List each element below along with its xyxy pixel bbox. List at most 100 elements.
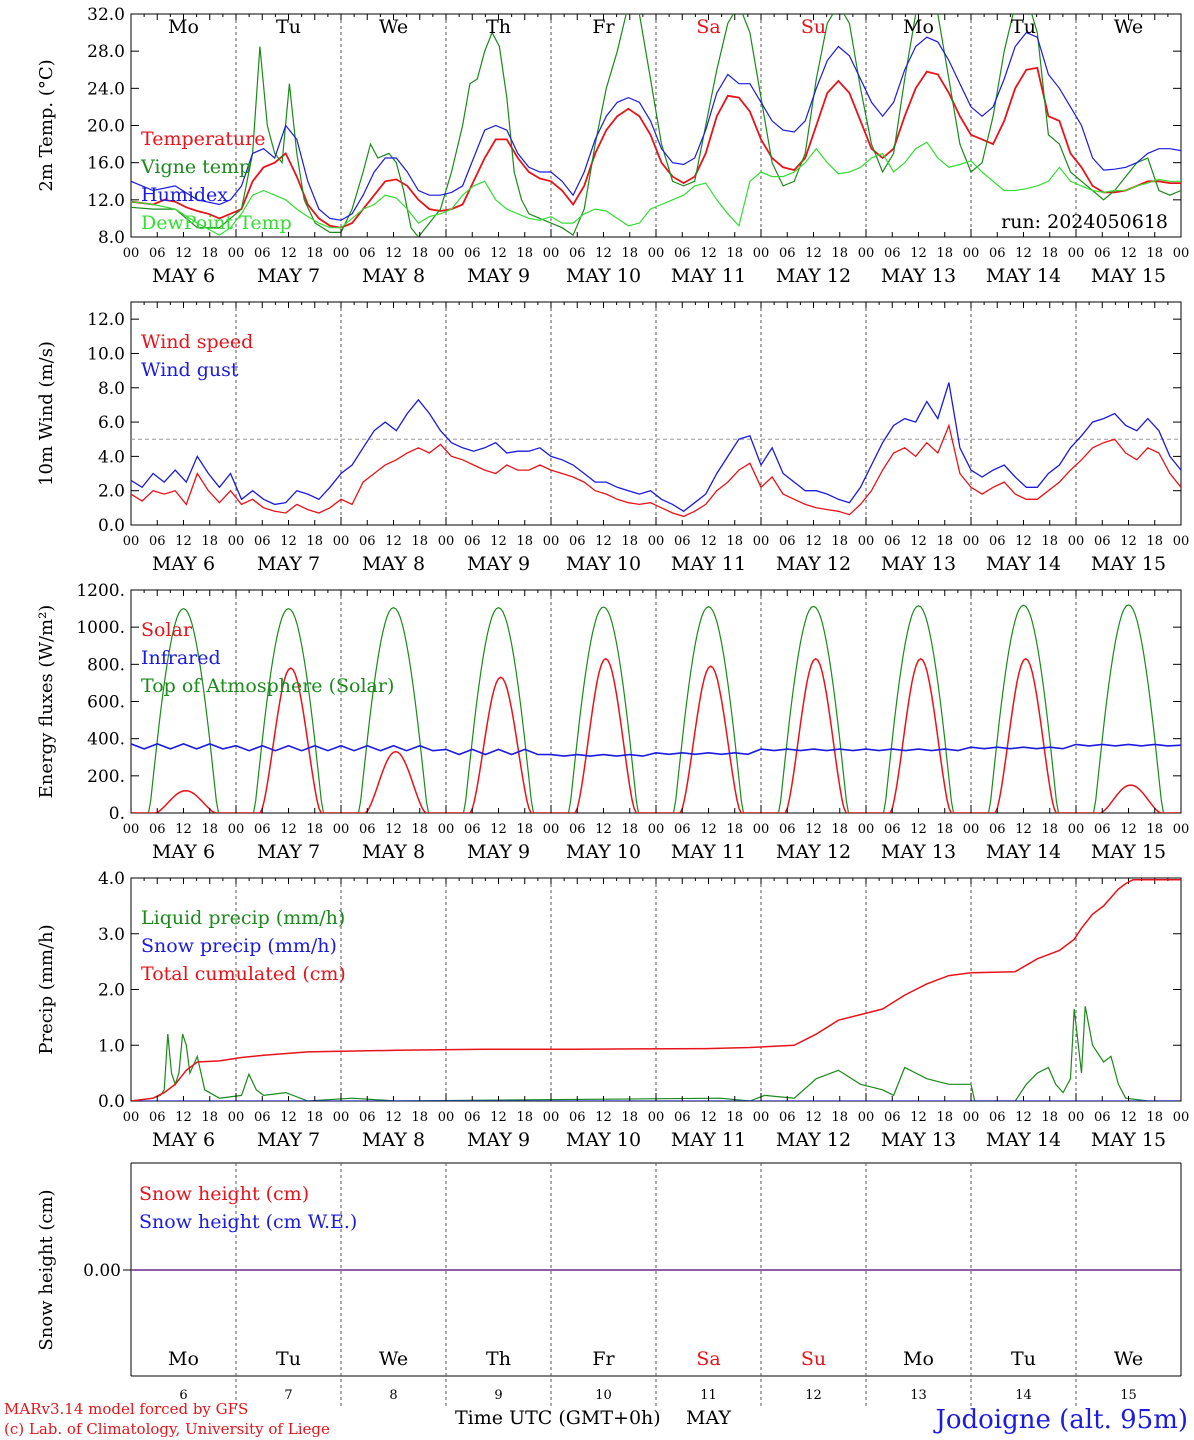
date-label: MAY 9 — [467, 1129, 530, 1151]
hour-tick-label: 00 — [753, 822, 770, 837]
hour-tick-label: 18 — [516, 534, 533, 549]
hour-tick-label: 00 — [648, 246, 665, 261]
y-tick-label: 0. — [109, 804, 125, 824]
hour-tick-label: 18 — [1146, 246, 1163, 261]
hour-tick-label: 12 — [385, 246, 402, 261]
legend-entry: DewPoint Temp — [141, 212, 292, 234]
hour-tick-label: 12 — [490, 1110, 507, 1125]
date-label: MAY 11 — [671, 841, 746, 863]
weekday-label: Tu — [1011, 1348, 1036, 1370]
y-tick-label: 4.0 — [98, 447, 125, 467]
hour-tick-label: 18 — [936, 246, 953, 261]
hour-tick-label: 00 — [858, 822, 875, 837]
y-tick-label: 4.0 — [98, 869, 125, 889]
hour-tick-label: 06 — [1094, 246, 1111, 261]
hour-tick-label: 18 — [621, 1110, 638, 1125]
hour-tick-label: 06 — [254, 1110, 271, 1125]
hour-tick-label: 12 — [175, 822, 192, 837]
legend-entry: Humidex — [141, 184, 228, 206]
hour-tick-label: 12 — [910, 534, 927, 549]
date-label: MAY 6 — [152, 1129, 215, 1151]
hour-tick-label: 06 — [884, 822, 901, 837]
date-label: MAY 15 — [1091, 265, 1166, 287]
hour-tick-label: 12 — [1015, 534, 1032, 549]
date-label: MAY 13 — [881, 265, 956, 287]
series-line — [131, 423, 1181, 518]
date-label: MAY 14 — [986, 265, 1061, 287]
hour-tick-label: 00 — [228, 822, 245, 837]
hour-tick-label: 12 — [595, 1110, 612, 1125]
station-name: Jodoigne (alt. 95m) — [932, 1405, 1188, 1435]
hour-tick-label: 18 — [516, 246, 533, 261]
series-line — [131, 382, 1181, 513]
footer: MARv3.14 model forced by GFS (c) Lab. of… — [4, 1400, 1188, 1438]
legend-entry: Solar — [141, 619, 193, 641]
y-tick-label: 0.0 — [98, 516, 125, 536]
hour-tick-label: 06 — [884, 246, 901, 261]
hour-tick-label: 12 — [175, 1110, 192, 1125]
day-number-label: 9 — [494, 1388, 502, 1403]
day-number-label: 7 — [284, 1388, 292, 1403]
hour-tick-label: 12 — [280, 534, 297, 549]
date-label: MAY 13 — [881, 553, 956, 575]
date-label: MAY 9 — [467, 841, 530, 863]
hour-tick-label: 18 — [726, 534, 743, 549]
y-tick-label: 12.0 — [87, 191, 125, 211]
y-tick-label: 20.0 — [87, 117, 125, 137]
hour-tick-label: 18 — [516, 822, 533, 837]
hour-tick-label: 06 — [1094, 534, 1111, 549]
hour-tick-label: 06 — [149, 534, 166, 549]
hour-tick-label: 00 — [858, 246, 875, 261]
day-number-label: 12 — [805, 1388, 822, 1403]
hour-tick-label: 12 — [805, 534, 822, 549]
hour-tick-label: 00 — [333, 534, 350, 549]
date-label: MAY 7 — [257, 1129, 320, 1151]
hour-tick-label: 18 — [411, 534, 428, 549]
y-tick-label: 6.0 — [98, 413, 125, 433]
hour-tick-label: 06 — [464, 822, 481, 837]
weekday-label: We — [379, 1348, 408, 1370]
hour-tick-label: 12 — [595, 246, 612, 261]
date-label: MAY 12 — [776, 841, 851, 863]
wind-panel: 0.0 2.0 4.0 6.0 8.0 10.0 12.0 10m Wind (m/s) Win… — [36, 301, 1189, 575]
weekday-label: Mo — [903, 1348, 934, 1370]
date-label: MAY 15 — [1091, 1129, 1166, 1151]
series-line — [131, 141, 1181, 236]
date-label: MAY 14 — [986, 841, 1061, 863]
day-number-label: 10 — [595, 1388, 612, 1403]
hour-tick-label: 06 — [779, 1110, 796, 1125]
hour-tick-label: 12 — [595, 534, 612, 549]
hour-tick-label: 06 — [989, 246, 1006, 261]
date-label: MAY 6 — [152, 553, 215, 575]
hour-tick-label: 12 — [700, 1110, 717, 1125]
hour-tick-label: 00 — [123, 822, 140, 837]
hour-tick-label: 18 — [1146, 534, 1163, 549]
y-axis-label: Snow height (cm) — [36, 1189, 57, 1350]
hour-tick-label: 06 — [569, 822, 586, 837]
hour-tick-label: 18 — [621, 246, 638, 261]
date-label: MAY 8 — [362, 841, 425, 863]
hour-tick-label: 06 — [149, 1110, 166, 1125]
legend-entry: Snow precip (mm/h) — [141, 935, 337, 957]
legend-entry: Vigne temp — [140, 156, 251, 178]
y-tick-label: 1200. — [76, 581, 125, 601]
hour-tick-label: 00 — [543, 246, 560, 261]
hour-tick-label: 06 — [674, 246, 691, 261]
hour-tick-label: 06 — [569, 534, 586, 549]
date-label: MAY 12 — [776, 553, 851, 575]
y-tick-label: 0.0 — [98, 1092, 125, 1112]
y-tick-label: 8.0 — [98, 379, 125, 399]
date-label: MAY 10 — [566, 265, 641, 287]
hour-tick-label: 18 — [831, 1110, 848, 1125]
date-label: MAY 8 — [362, 265, 425, 287]
hour-tick-label: 06 — [989, 822, 1006, 837]
hour-tick-label: 18 — [831, 534, 848, 549]
hour-tick-label: 00 — [438, 246, 455, 261]
hour-tick-label: 06 — [254, 822, 271, 837]
weekday-label: Su — [801, 16, 826, 38]
y-tick-label: 1000. — [76, 618, 125, 638]
y-tick-label: 200. — [87, 767, 125, 787]
hour-tick-label: 00 — [648, 534, 665, 549]
panel-frame — [130, 301, 1182, 526]
weekday-label: Th — [486, 16, 511, 38]
